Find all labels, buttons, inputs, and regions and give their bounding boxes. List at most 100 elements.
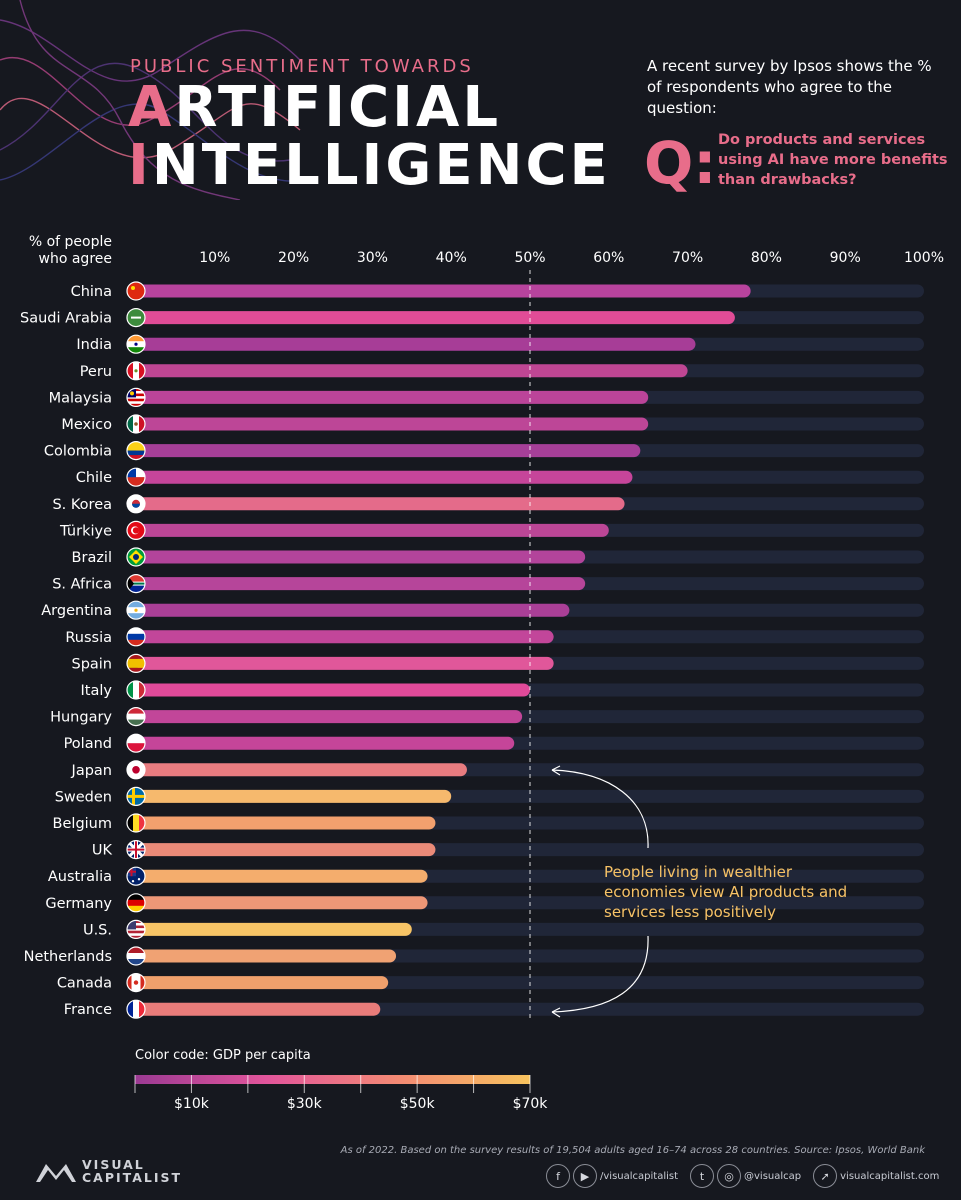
flag-part [133,1000,140,1019]
flag-body [127,415,145,433]
country-label: Poland [64,736,112,752]
flag-ring [126,387,146,407]
flag-part [135,840,137,859]
bar-fr [136,1002,381,1016]
website-link[interactable]: visualcapitalist.com [840,1170,940,1182]
facebook-icon[interactable]: f [546,1164,570,1188]
flag-part [131,880,135,883]
bar-be [136,816,436,830]
flag-body [127,893,145,912]
flag-part [130,867,133,877]
annotation-text: People living in wealthier economies vie… [604,863,848,921]
flag-part [127,477,145,487]
bar-es [136,656,554,670]
flag-body [127,707,145,726]
flag-part [127,601,145,608]
flag-ring [126,334,146,354]
flag-ring [126,680,146,700]
question-mark-label: Q: [644,129,717,197]
flag-part [127,639,145,646]
flag-part [132,787,135,806]
twitter-icon[interactable]: t [690,1164,715,1188]
flag-part [139,814,145,832]
flag-part [127,582,145,585]
flag-ring [126,839,146,860]
flag-part [127,707,145,714]
flag-ring [126,706,146,727]
flag-nl-icon [126,946,146,966]
flag-part [127,719,145,726]
country-label: S. Korea [52,497,112,513]
flag-ring [126,520,146,541]
flag-ring [126,999,146,1019]
cursor-icon[interactable]: ➚ [813,1164,838,1188]
flag-part [130,391,134,396]
flag-ar-icon [126,600,146,620]
bar-gb [136,843,436,857]
flag-part [127,574,145,584]
bar-nl [136,949,397,963]
country-label: Belgium [53,816,112,832]
instagram-icon[interactable]: ◎ [717,1164,742,1188]
flag-part [137,878,141,881]
bar-tr [136,523,609,537]
flag-part [127,627,145,635]
x-tick-label: 30% [357,250,388,266]
x-tick-label: 60% [593,250,624,266]
bar-it [136,683,530,697]
x-tick-label: 20% [278,250,309,266]
country-label: India [76,337,112,353]
arrow-head-icon [551,1007,561,1018]
flag-ring [126,786,146,807]
x-tick-label: 10% [199,250,230,266]
flag-part [134,422,138,426]
flag-part [127,441,145,451]
flag-body [127,654,145,673]
flag-part [127,794,145,798]
flag-part [127,920,136,930]
country-label: Australia [48,869,112,885]
social-handle-1[interactable]: /visualcapitalist [600,1170,679,1182]
flag-body [127,1000,145,1019]
flag-part [127,403,145,407]
bar-chart: 10% 20% 30% 40% 50% 60% 70% 80% 90% 100% China Saud… [20,250,944,1110]
flag-co-icon [126,441,146,461]
title-rest-2: NTELLIGENCE [151,133,611,198]
flag-part [127,654,145,659]
flag-ru-icon [126,627,146,647]
bar-pl [136,736,515,750]
youtube-icon[interactable]: ▶ [573,1164,597,1188]
flag-part [127,667,145,673]
country-label: Italy [81,683,113,699]
brand-logo: VISUAL CAPITALIST [34,1156,182,1186]
flag-us-icon [126,919,146,940]
flag-in-icon [126,334,146,354]
country-label: Saudi Arabia [20,311,112,327]
flag-body [127,494,145,513]
bar-jp [136,763,467,777]
flag-ring [126,494,146,514]
flag-ring [126,866,146,886]
flag-part [132,766,140,774]
country-label: UK [92,843,113,859]
flag-part [139,415,145,433]
flag-part [133,814,140,832]
flag-body [127,335,145,354]
flag-body [127,867,145,886]
flag-part [127,893,145,901]
flag-jp-icon [126,760,146,780]
flag-pl-icon [126,733,146,753]
x-tick-label: 70% [672,250,703,266]
social-handle-2[interactable]: @visualcap [744,1170,802,1182]
brand-line-2: CAPITALIST [82,1170,183,1185]
country-label: Argentina [41,603,112,619]
bar-cn [136,284,751,298]
flag-body [127,787,145,806]
country-label: China [71,284,112,300]
flag-part [134,608,138,612]
flag-body [127,627,145,646]
flag-ring [126,653,146,674]
flag-body [127,441,145,460]
legend-tick-label: $70k [513,1096,549,1110]
flag-sa-icon [126,308,146,328]
